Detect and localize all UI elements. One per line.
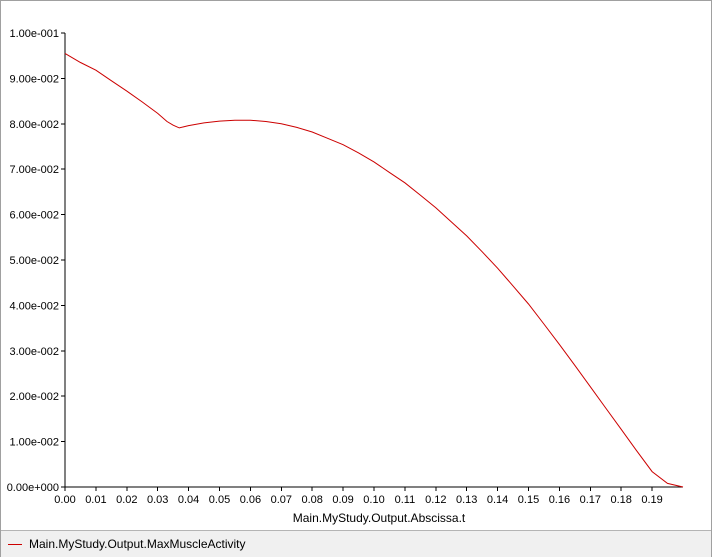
x-tick-label: 0.19 xyxy=(641,494,662,506)
x-tick-label: 0.14 xyxy=(487,494,508,506)
x-tick-label: 0.17 xyxy=(580,494,601,506)
y-tick-label: 8.00e-002 xyxy=(9,119,59,131)
x-tick-label: 0.03 xyxy=(147,494,168,506)
y-tick-label: 1.00e-002 xyxy=(9,437,59,449)
x-tick-label: 0.16 xyxy=(549,494,570,506)
x-axis-title: Main.MyStudy.Output.Abscissa.t xyxy=(293,511,466,525)
y-tick-label: 4.00e-002 xyxy=(9,300,59,312)
x-tick-label: 0.12 xyxy=(425,494,446,506)
legend-label: Main.MyStudy.Output.MaxMuscleActivity xyxy=(29,537,246,551)
series-line xyxy=(64,52,684,488)
legend-swatch xyxy=(8,544,22,545)
y-tick-label: 9.00e-002 xyxy=(9,73,59,85)
x-tick-label: 0.09 xyxy=(332,494,353,506)
y-tick-label: 3.00e-002 xyxy=(9,346,59,358)
y-tick-label: 6.00e-002 xyxy=(9,210,59,222)
x-tick-label: 0.00 xyxy=(54,494,75,506)
x-tick-label: 0.07 xyxy=(271,494,292,506)
x-axis: 0.00 0.01 0.02 0.03 0.04 0.05 0.06 0.07 0.08 0.09… xyxy=(54,486,683,506)
x-tick-label: 0.02 xyxy=(116,494,137,506)
x-tick-label: 0.01 xyxy=(85,494,106,506)
y-tick-label: 0.00e+000 xyxy=(7,482,59,494)
x-tick-label: 0.06 xyxy=(240,494,261,506)
x-tick-label: 0.13 xyxy=(456,494,477,506)
x-tick-label: 0.10 xyxy=(363,494,384,506)
x-tick-label: 0.04 xyxy=(178,494,199,506)
y-tick-label: 5.00e-002 xyxy=(9,255,59,267)
x-tick-label: 0.18 xyxy=(610,494,631,506)
x-tick-label: 0.11 xyxy=(395,494,416,506)
y-axis: 0.00e+000 1.00e-002 2.00e-002 3.00e-002 4.00… xyxy=(7,28,66,494)
y-tick-label: 2.00e-002 xyxy=(9,391,59,403)
y-tick-label: 1.00e-001 xyxy=(9,28,59,40)
x-tick-label: 0.05 xyxy=(209,494,230,506)
legend: Main.MyStudy.Output.MaxMuscleActivity xyxy=(1,530,711,557)
y-tick-label: 7.00e-002 xyxy=(9,164,59,176)
series-layer xyxy=(64,52,684,488)
x-tick-label: 0.15 xyxy=(518,494,539,506)
x-tick-label: 0.08 xyxy=(301,494,322,506)
line-chart: 0.00e+000 1.00e-002 2.00e-002 3.00e-002 4.00… xyxy=(7,28,684,525)
